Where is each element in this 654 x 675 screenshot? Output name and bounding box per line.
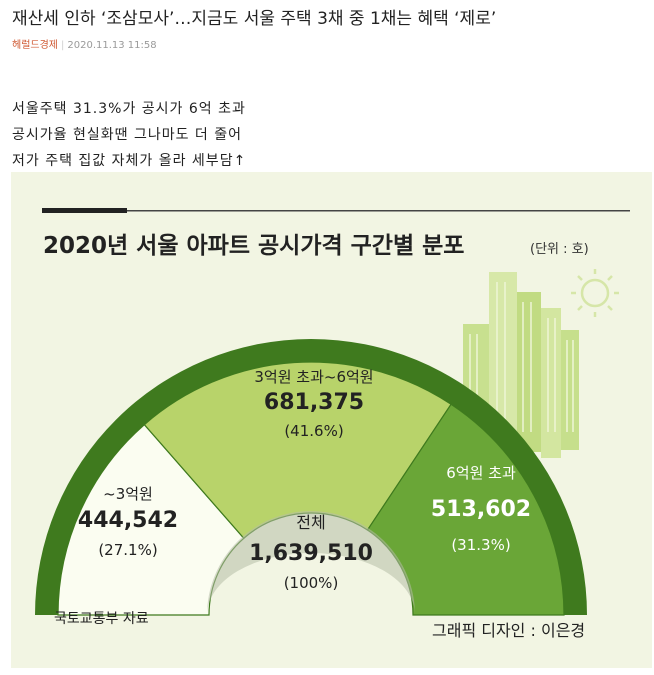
subhead-3: 저가 주택 집값 자체가 올라 세부담↑	[12, 153, 247, 169]
slice-percent-over-600m: (31.3%)	[451, 536, 510, 554]
total-label: 전체	[296, 513, 325, 532]
article-subheads: 서울주택 31.3%가 공시가 6억 초과 공시가율 현실화땐 그나마도 더 줄…	[12, 96, 246, 174]
article-meta: 헤럴드경제 | 2020.11.13 11:58	[12, 36, 157, 51]
slice-label-over-600m: 6억원 초과	[446, 464, 516, 482]
article-date: 2020.11.13 11:58	[67, 40, 157, 51]
sun-icon	[571, 269, 619, 317]
infographic: 2020년 서울 아파트 공시가격 구간별 분포 (단위 : 호)	[11, 172, 652, 668]
design-credit: 그래픽 디자인 : 이은경	[432, 621, 585, 640]
total-percent: (100%)	[284, 574, 339, 592]
title-rule-thick	[42, 208, 127, 213]
buildings-illustration	[463, 272, 579, 458]
total-value: 1,639,510	[249, 541, 373, 566]
subhead-1: 서울주택 31.3%가 공시가 6억 초과	[12, 101, 246, 117]
slice-label-under-300m: ~3억원	[103, 485, 153, 503]
infographic-title: 2020년 서울 아파트 공시가격 구간별 분포	[43, 233, 464, 259]
title-rule-thin	[127, 210, 630, 212]
slice-value-under-300m: 444,542	[78, 508, 178, 533]
slice-percent-300m-600m: (41.6%)	[284, 422, 343, 440]
infographic-unit: (단위 : 호)	[530, 242, 589, 257]
slice-value-300m-600m: 681,375	[264, 390, 364, 415]
slice-label-300m-600m: 3억원 초과~6억원	[254, 368, 373, 386]
source-note: 국토교통부 자료	[54, 611, 149, 627]
chart-inner-shadow	[207, 511, 415, 615]
meta-separator: |	[61, 40, 65, 51]
subhead-2: 공시가율 현실화땐 그나마도 더 줄어	[12, 127, 242, 143]
slice-value-over-600m: 513,602	[431, 497, 531, 522]
article-source[interactable]: 헤럴드경제	[12, 40, 58, 51]
article-headline: 재산세 인하 ‘조삼모사’…지금도 서울 주택 3채 중 1채는 혜택 ‘제로’	[12, 9, 497, 29]
slice-percent-under-300m: (27.1%)	[98, 541, 157, 559]
